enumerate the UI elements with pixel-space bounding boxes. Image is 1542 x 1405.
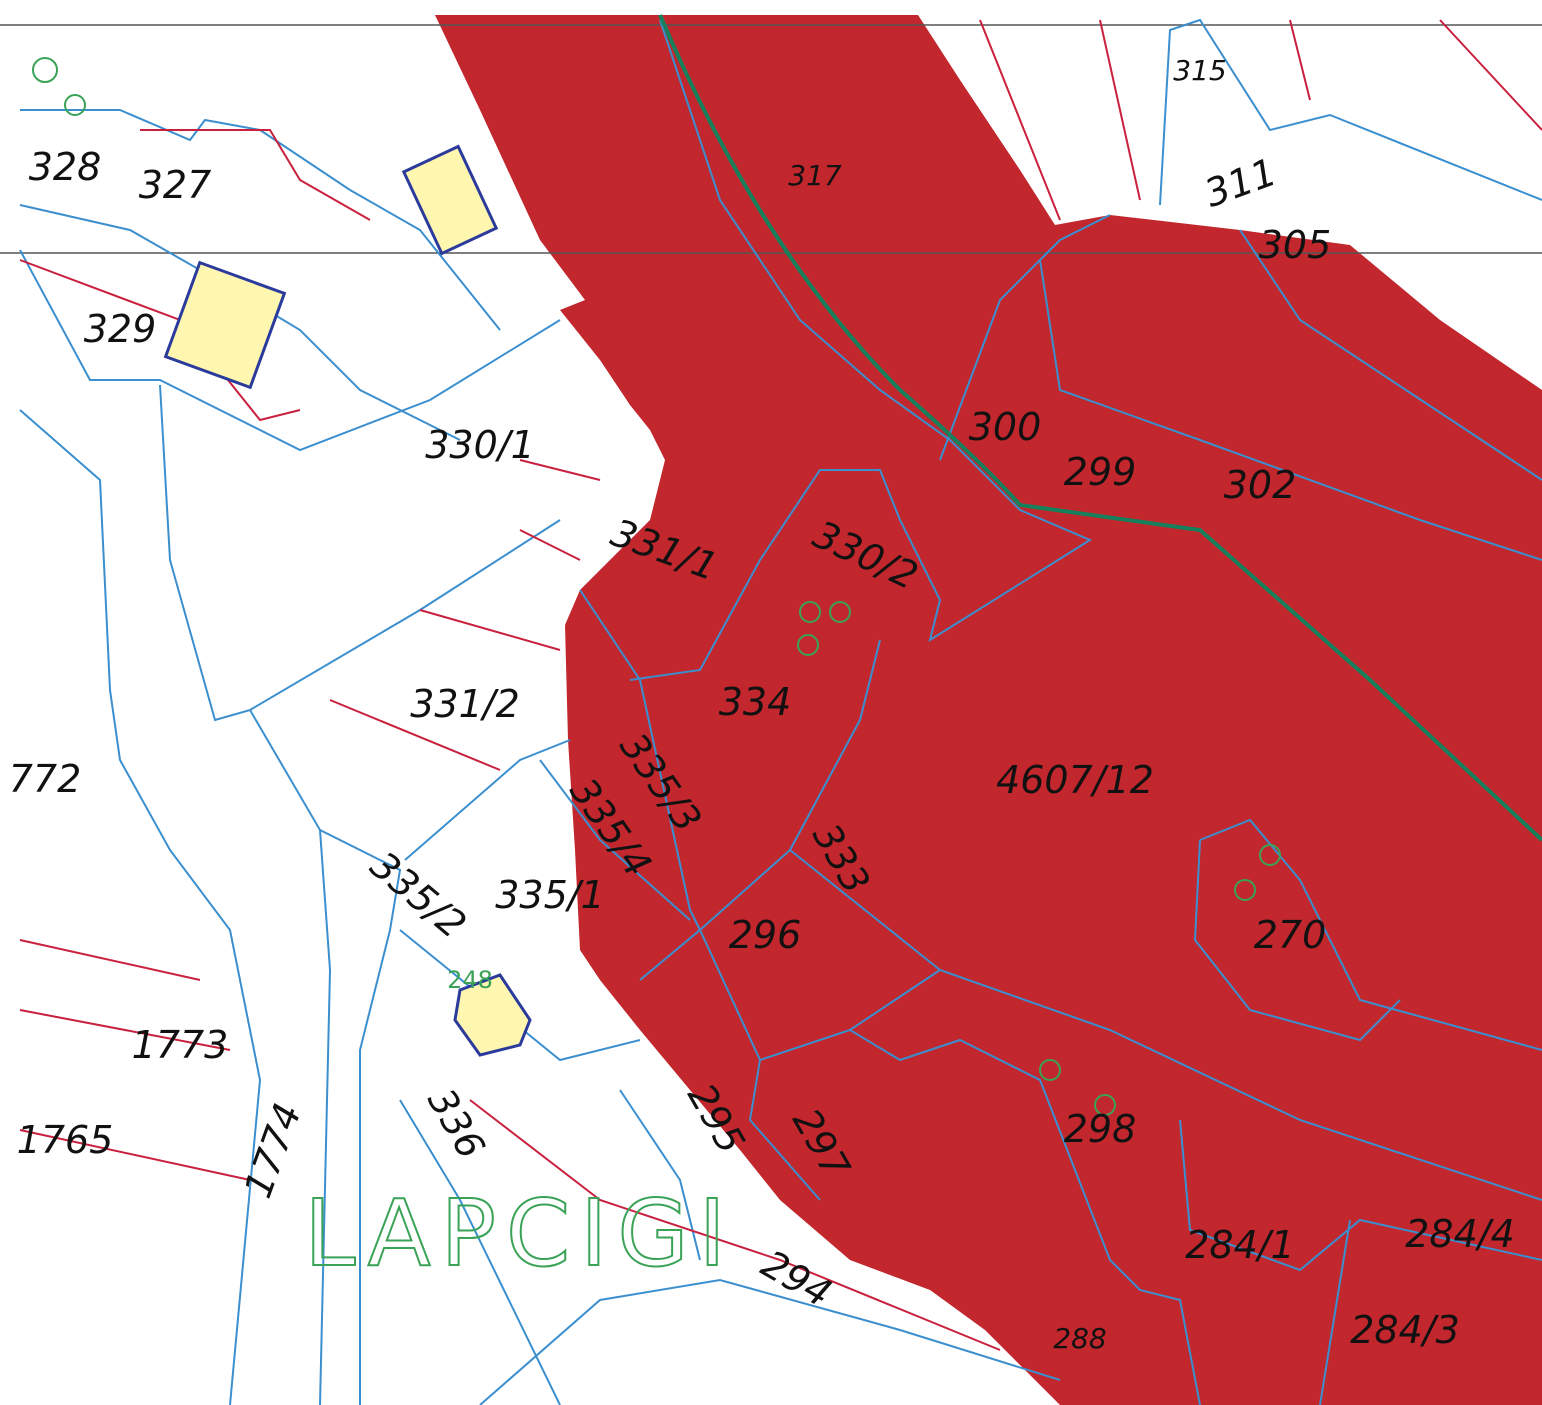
place-name: LAPCIGI: [304, 1180, 736, 1287]
parcel-label: 298: [1064, 1107, 1137, 1151]
parcel-label: 1773: [132, 1023, 229, 1067]
parcel-label: 331/2: [410, 682, 520, 726]
parcel-label: 305: [1259, 223, 1332, 267]
parcel-label: 284/4: [1405, 1212, 1515, 1256]
parcel-label: 284/3: [1350, 1308, 1460, 1352]
highlighted-area: [435, 15, 1542, 1405]
parcel-label: 299: [1064, 450, 1137, 494]
parcel-label: 4607/12: [996, 758, 1154, 802]
parcel-label: 296: [729, 913, 802, 957]
building-number: 248: [447, 966, 493, 994]
parcel-label: 302: [1224, 463, 1297, 507]
parcel-label: 328: [29, 145, 102, 189]
parcel-label: 772: [9, 757, 82, 801]
parcel-label: 288: [1053, 1322, 1106, 1355]
parcel-label: 315: [1173, 54, 1226, 87]
parcel-boundaries: [19, 14, 1542, 1405]
parcel-label: 284/1: [1185, 1223, 1295, 1267]
parcel-label: 335/1: [495, 873, 605, 917]
parcel-label: 329: [84, 307, 157, 351]
parcel-label: 317: [788, 159, 842, 192]
parcel-label: 300: [969, 405, 1042, 449]
parcel-label: 1765: [17, 1118, 114, 1162]
parcel-label: 334: [719, 680, 792, 724]
parcel-label: 330/1: [425, 423, 535, 467]
parcel-label: 327: [139, 163, 212, 207]
parcel-label: 270: [1254, 913, 1327, 957]
